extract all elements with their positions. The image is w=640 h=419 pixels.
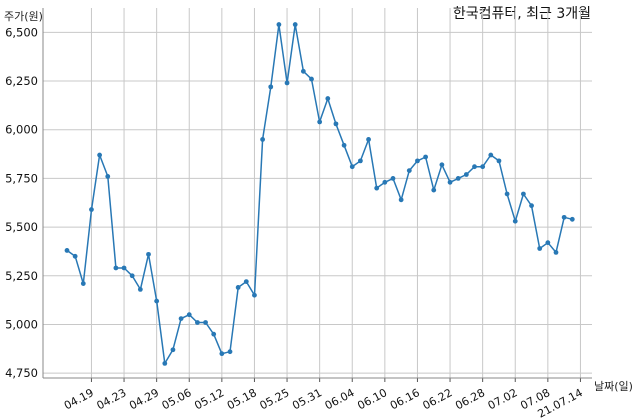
y-tick-label: 5,500 (5, 220, 38, 234)
data-point (235, 285, 241, 290)
data-points (64, 22, 575, 366)
data-point (569, 216, 575, 222)
x-tick-label: 06.10 (355, 386, 389, 412)
y-tick-label: 5,750 (5, 171, 38, 185)
x-tick-label: 06.28 (453, 386, 487, 412)
data-point (537, 246, 543, 251)
data-point (219, 351, 225, 357)
data-point (243, 279, 249, 285)
data-point (64, 248, 70, 253)
data-point (325, 96, 331, 101)
data-point (268, 84, 274, 90)
data-point (390, 175, 396, 181)
data-point (227, 349, 233, 355)
data-point (154, 298, 160, 304)
data-point (366, 137, 371, 142)
x-tick-label: 06.22 (421, 386, 455, 412)
data-point (284, 80, 290, 86)
data-point (415, 158, 420, 164)
data-point (439, 162, 445, 168)
x-tick-labels: 04.1904.2304.2905.0605.1205.1805.2505.31… (62, 386, 585, 419)
data-point (553, 249, 559, 255)
axes (42, 8, 592, 382)
grid-lines (43, 8, 592, 378)
data-point (382, 179, 388, 185)
x-tick-label: 05.12 (192, 386, 226, 412)
y-tick-labels: 4,750 5,000 5,250 5,500 5,750 6,000 6,250 6,500 (5, 25, 38, 380)
data-point (97, 152, 102, 158)
data-point (137, 286, 143, 292)
y-tick-label: 6,000 (5, 123, 38, 137)
data-point (195, 320, 200, 325)
data-point (80, 281, 86, 286)
data-point (431, 187, 437, 193)
y-tick-label: 6,250 (5, 74, 38, 88)
x-tick-label: 04.23 (95, 386, 129, 412)
data-point (178, 316, 184, 322)
x-tick-label: 07.02 (486, 386, 520, 412)
data-point (260, 137, 265, 142)
data-point (333, 121, 339, 127)
data-point (309, 76, 314, 82)
data-point (113, 265, 119, 271)
x-tick-label: 05.31 (290, 386, 324, 412)
y-tick-label: 5,000 (5, 317, 38, 331)
data-point (72, 253, 78, 259)
y-tick-label: 6,500 (5, 25, 38, 39)
y-axis-label: 주가(원) (4, 10, 43, 23)
data-point (423, 154, 428, 160)
x-tick-label: 04.29 (127, 386, 161, 412)
data-point (374, 185, 380, 191)
data-point (447, 179, 453, 185)
data-point (358, 158, 363, 164)
data-point (252, 292, 257, 298)
data-point (480, 164, 486, 170)
x-tick-label: 06.04 (323, 386, 357, 412)
data-point (488, 152, 494, 158)
x-tick-label: 05.06 (160, 386, 194, 412)
data-point (398, 197, 404, 203)
x-tick-label: 05.18 (225, 386, 259, 412)
data-point (504, 191, 510, 197)
data-point (455, 175, 461, 181)
data-point (472, 164, 477, 170)
data-point (203, 320, 208, 325)
x-axis-label: 날짜(일) (594, 379, 633, 393)
data-point (349, 164, 355, 170)
data-point (529, 203, 534, 209)
x-tick-label: 04.19 (62, 386, 96, 412)
y-tick-label: 5,250 (5, 269, 38, 283)
data-point (89, 207, 94, 212)
y-tick-label: 4,750 (5, 366, 38, 380)
data-point (211, 331, 217, 337)
data-point (545, 240, 551, 246)
data-point (341, 142, 347, 148)
x-tick-label: 06.16 (388, 386, 422, 412)
data-point (105, 174, 111, 179)
x-tick-label: 05.25 (258, 386, 292, 412)
chart-title: 한국컴퓨터, 최근 3개월 (453, 6, 591, 22)
data-point (170, 347, 176, 353)
data-point (561, 214, 567, 220)
data-point (300, 68, 306, 74)
data-point (292, 22, 298, 27)
data-point (276, 22, 282, 27)
data-point (129, 273, 135, 279)
data-point (162, 360, 168, 366)
data-point (186, 312, 192, 318)
data-point (521, 191, 526, 197)
data-point (406, 168, 412, 174)
data-point (121, 265, 127, 271)
data-point (496, 158, 502, 164)
data-point (463, 172, 469, 177)
data-point (512, 218, 518, 224)
data-point (317, 119, 323, 125)
data-point (146, 251, 151, 257)
